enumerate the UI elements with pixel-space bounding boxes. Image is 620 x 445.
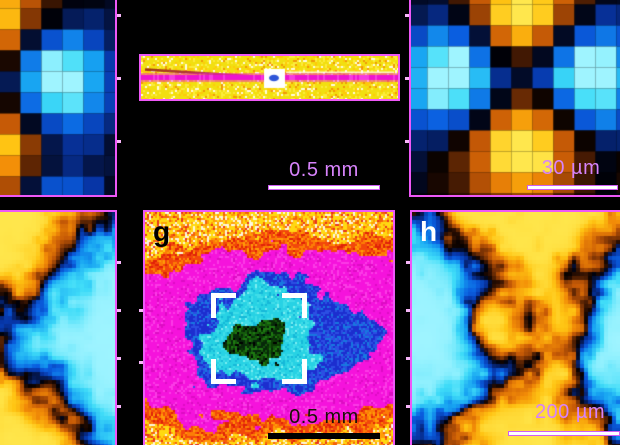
- tick-mark: [406, 309, 410, 312]
- panel-h-domain-map: h: [410, 210, 620, 445]
- target-bracket-bottom-left: [211, 359, 236, 384]
- target-bracket-bottom-right: [282, 359, 307, 384]
- scalebar-g-label: 0.5 mm: [289, 406, 359, 428]
- tick-mark: [117, 14, 121, 17]
- tick-mark: [139, 361, 143, 364]
- scalebar-top-middle-bar: [268, 185, 380, 190]
- scalebar-h-label: 200 µm: [534, 401, 606, 423]
- tick-mark: [406, 357, 410, 360]
- scalebar-top-right-bar: [527, 185, 618, 190]
- panel-g-image: [145, 212, 393, 445]
- tick-mark: [405, 140, 409, 143]
- scalebar-top-middle-label: 0.5 mm: [289, 159, 359, 181]
- scalebar-g-bar: [268, 433, 380, 439]
- tick-mark: [117, 261, 121, 264]
- tick-mark: [139, 309, 143, 312]
- panel-h-label: h: [420, 216, 438, 247]
- tick-mark: [406, 405, 410, 408]
- tick-mark: [117, 140, 121, 143]
- panel-g-spot-map: g: [143, 210, 395, 445]
- tick-mark: [117, 309, 121, 312]
- target-bracket-top-right: [282, 293, 307, 318]
- tick-mark: [406, 261, 410, 264]
- panel-g-label: g: [153, 216, 171, 247]
- tick-mark: [117, 357, 121, 360]
- tick-mark: [117, 405, 121, 408]
- panel-top-left-domain-map: [0, 0, 117, 197]
- panel-bottom-left-domain-map: [0, 210, 117, 445]
- sample-strip-image: [141, 56, 398, 99]
- panel-h-image: [412, 212, 620, 445]
- scalebar-top-right-label: 30 µm: [541, 157, 601, 179]
- tick-mark: [405, 14, 409, 17]
- target-bracket-top-left: [211, 293, 236, 318]
- bottom-left-domain-map-image: [0, 212, 115, 445]
- top-left-domain-map-image: [0, 0, 115, 195]
- top-right-domain-map-image: [411, 0, 620, 195]
- tick-mark: [405, 77, 409, 80]
- tick-mark: [117, 77, 121, 80]
- panel-top-right-domain-map: [409, 0, 620, 197]
- panel-sample-strip: [139, 54, 400, 101]
- scalebar-h-bar: [508, 431, 620, 436]
